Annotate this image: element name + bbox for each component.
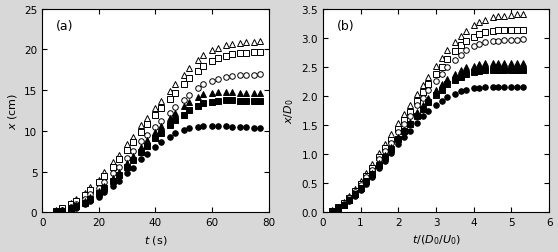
Text: (b): (b) <box>336 20 354 33</box>
Text: (a): (a) <box>56 20 73 33</box>
Y-axis label: $x/D_0$: $x/D_0$ <box>282 98 296 124</box>
X-axis label: $t$ (s): $t$ (s) <box>143 233 167 246</box>
X-axis label: $t/(D_0/U_0)$: $t/(D_0/U_0)$ <box>412 233 460 246</box>
Y-axis label: $x$ (cm): $x$ (cm) <box>6 92 18 130</box>
